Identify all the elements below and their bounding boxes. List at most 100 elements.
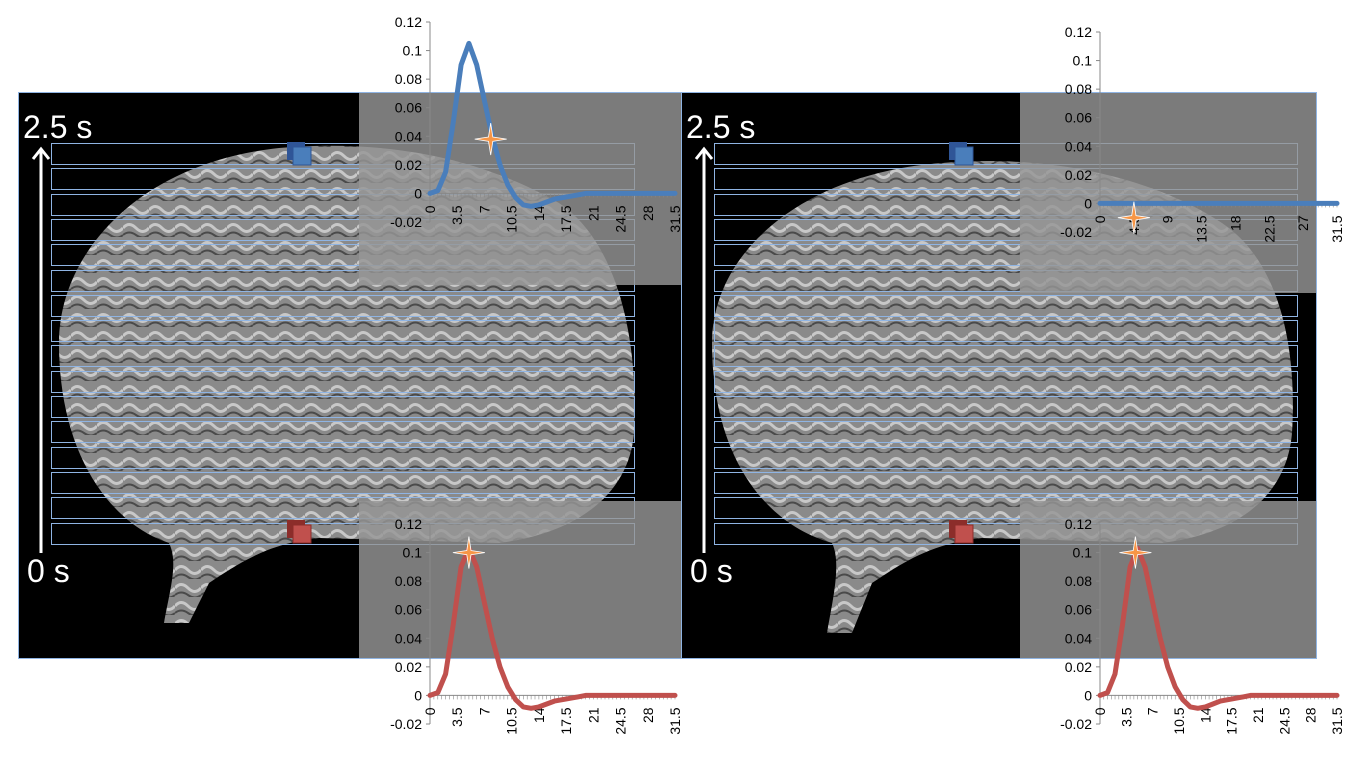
- y-tick-label: 0.02: [1065, 167, 1092, 183]
- slice-outline: [714, 396, 1298, 418]
- slice-outline: [51, 370, 635, 393]
- y-tick-label: 0: [414, 687, 422, 703]
- slice-outline: [714, 320, 1298, 343]
- x-tick-label: 14: [1197, 707, 1213, 723]
- slice-outline: [51, 446, 635, 469]
- y-tick-label: 0.06: [1065, 110, 1092, 126]
- time-top-label: 2.5 s: [23, 109, 93, 145]
- time-bottom-label: 0 s: [690, 553, 733, 589]
- y-tick-label: 0.1: [1073, 545, 1093, 561]
- series-line: [1097, 545, 1340, 711]
- y-tick-label: 0.08: [1065, 573, 1092, 589]
- chart-background: [1020, 93, 1316, 293]
- x-tick-label: 10.5: [504, 707, 520, 734]
- slice-outline: [51, 396, 635, 418]
- slice-outline: [51, 421, 635, 444]
- right-top-chart: 0.120.10.080.060.040.020-0.0204.5913.518…: [1060, 24, 1345, 243]
- x-tick-label: 24.5: [1276, 707, 1292, 734]
- x-tick-label: 3.5: [449, 205, 465, 225]
- slice-outline: [714, 345, 1298, 368]
- x-tick-label: 17.5: [558, 205, 574, 232]
- y-tick-label: 0.02: [395, 659, 422, 675]
- peak-marker-icon: [474, 123, 507, 156]
- x-tick-label: 28: [640, 205, 656, 221]
- y-tick-label: 0.1: [1073, 53, 1093, 69]
- x-tick-label: 31.5: [667, 707, 683, 734]
- right-brain-panel: 2.5 s 0 s: [681, 92, 1317, 659]
- x-tick-label: 0: [422, 707, 438, 715]
- series-line: [427, 40, 678, 209]
- x-tick-label: 14: [531, 205, 547, 221]
- x-tick-label: 3.5: [1118, 707, 1134, 727]
- y-tick-label: 0.06: [1065, 602, 1092, 618]
- y-tick-label: 0.12: [1065, 516, 1092, 532]
- x-tick-label: 7: [1145, 707, 1161, 715]
- x-tick-label: 14: [531, 707, 547, 723]
- y-tick-label: 0.12: [395, 516, 422, 532]
- time-bottom-label: 0 s: [27, 553, 70, 589]
- x-tick-label: 31.5: [1329, 707, 1345, 734]
- chart-background: [1020, 501, 1316, 658]
- slice-outline: [51, 294, 635, 317]
- x-tick-label: 3.5: [449, 707, 465, 727]
- y-tick-label: -0.02: [1060, 224, 1092, 240]
- y-tick-label: 0: [1084, 195, 1092, 211]
- x-tick-label: 0: [1092, 707, 1108, 715]
- x-tick-label: 21: [585, 707, 601, 723]
- x-tick-label: 0: [422, 205, 438, 213]
- x-tick-label: 31.5: [1329, 215, 1345, 242]
- chart-background: [359, 93, 697, 285]
- x-tick-label: 17.5: [558, 707, 574, 734]
- y-tick-label: 0.04: [395, 630, 422, 646]
- slice-outline: [714, 471, 1298, 494]
- peak-marker-icon: [1117, 201, 1150, 234]
- y-tick-label: 0.12: [1065, 24, 1092, 40]
- x-tick-label: 10.5: [504, 205, 520, 232]
- left-bottom-chart: 0.120.10.080.060.040.020-0.020 3.5 7 10.5 14…: [390, 516, 683, 735]
- y-tick-label: 0.08: [395, 71, 422, 87]
- y-tick-label: 0: [414, 185, 422, 201]
- x-tick-label: 22.5: [1261, 215, 1277, 242]
- x-tick-label: 0: [1092, 215, 1108, 223]
- top-voxel-icon: [949, 142, 974, 166]
- x-tick-label: 31.5: [667, 205, 683, 232]
- peak-marker-icon: [452, 536, 485, 569]
- time-top-label: 2.5 s: [686, 109, 756, 145]
- series-line: [427, 545, 678, 711]
- slice-outline: [51, 471, 635, 494]
- x-tick-label: 28: [1303, 707, 1319, 723]
- x-tick-label: 7: [476, 707, 492, 715]
- bottom-voxel-icon: [949, 520, 974, 544]
- slice-outline: [714, 294, 1298, 317]
- y-tick-label: 0.06: [395, 602, 422, 618]
- time-arrow: [694, 146, 714, 553]
- x-tick-label: 7: [476, 205, 492, 213]
- y-tick-label: 0.06: [395, 100, 422, 116]
- peak-marker-icon: [1119, 536, 1152, 569]
- y-tick-label: 0.02: [1065, 659, 1092, 675]
- x-tick-label: 13.5: [1194, 215, 1210, 242]
- y-tick-label: 0.08: [1065, 81, 1092, 97]
- slice-outline: [51, 345, 635, 368]
- x-tick-label: 10.5: [1171, 707, 1187, 734]
- chart-background: [359, 501, 697, 658]
- slice-outline: [51, 320, 635, 343]
- x-tick-label: 24.5: [613, 205, 629, 232]
- x-tick-label: 21: [585, 205, 601, 221]
- x-tick-label: 21: [1250, 707, 1266, 723]
- x-tick-label: 17.5: [1224, 707, 1240, 734]
- y-tick-label: 0: [1084, 687, 1092, 703]
- y-tick-label: 0.1: [403, 545, 423, 561]
- y-tick-label: 0.04: [395, 128, 422, 144]
- y-tick-label: 0.02: [395, 157, 422, 173]
- x-tick-label: 24.5: [613, 707, 629, 734]
- y-tick-label: 0.04: [1065, 138, 1092, 154]
- y-tick-label: 0.08: [395, 573, 422, 589]
- y-tick-label: -0.02: [390, 716, 422, 732]
- y-tick-label: 0.12: [395, 14, 422, 30]
- x-tick-label: 9: [1160, 215, 1176, 223]
- left-top-chart: 0.120.10.080.060.040.020-0.020 3.5 7 10.5 14…: [390, 14, 683, 233]
- y-tick-label: -0.02: [1060, 716, 1092, 732]
- x-tick-label: 28: [640, 707, 656, 723]
- left-brain-panel: 2.5 s 0 s: [18, 92, 698, 659]
